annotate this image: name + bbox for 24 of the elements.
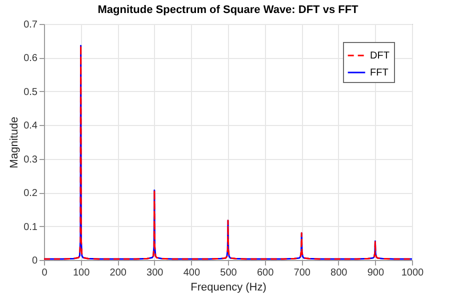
y-tick-label: 0.1 [24, 222, 38, 233]
x-tick-label: 700 [294, 268, 311, 278]
x-tick-label: 1000 [401, 268, 424, 278]
y-tick-label: 0.6 [24, 53, 38, 64]
y-tick-label: 0.4 [24, 120, 38, 132]
x-tick-label: 500 [220, 268, 238, 278]
x-tick-label: 900 [367, 268, 384, 278]
x-tick-label: 0 [42, 268, 48, 278]
x-tick-label: 200 [110, 268, 127, 278]
x-tick-label: 400 [183, 268, 200, 278]
x-tick-label: 300 [146, 268, 164, 278]
y-axis-title: Magnitude [8, 116, 21, 168]
y-tick-label: 0.7 [24, 20, 38, 30]
y-tick-label: 0.5 [24, 86, 38, 98]
x-axis-title: Frequency (Hz) [190, 282, 266, 294]
y-tick-label: 0 [32, 256, 38, 266]
x-tick-label: 100 [72, 268, 90, 278]
legend-label: DFT [370, 50, 390, 62]
y-tick-label: 0.3 [24, 154, 38, 166]
x-tick-label: 600 [256, 268, 274, 278]
chart-title: Magnitude Spectrum of Square Wave: DFT vs FFT [98, 4, 359, 16]
x-tick-label: 800 [330, 268, 348, 278]
y-tick-label: 0.2 [24, 188, 38, 200]
legend-label: FFT [370, 68, 388, 78]
